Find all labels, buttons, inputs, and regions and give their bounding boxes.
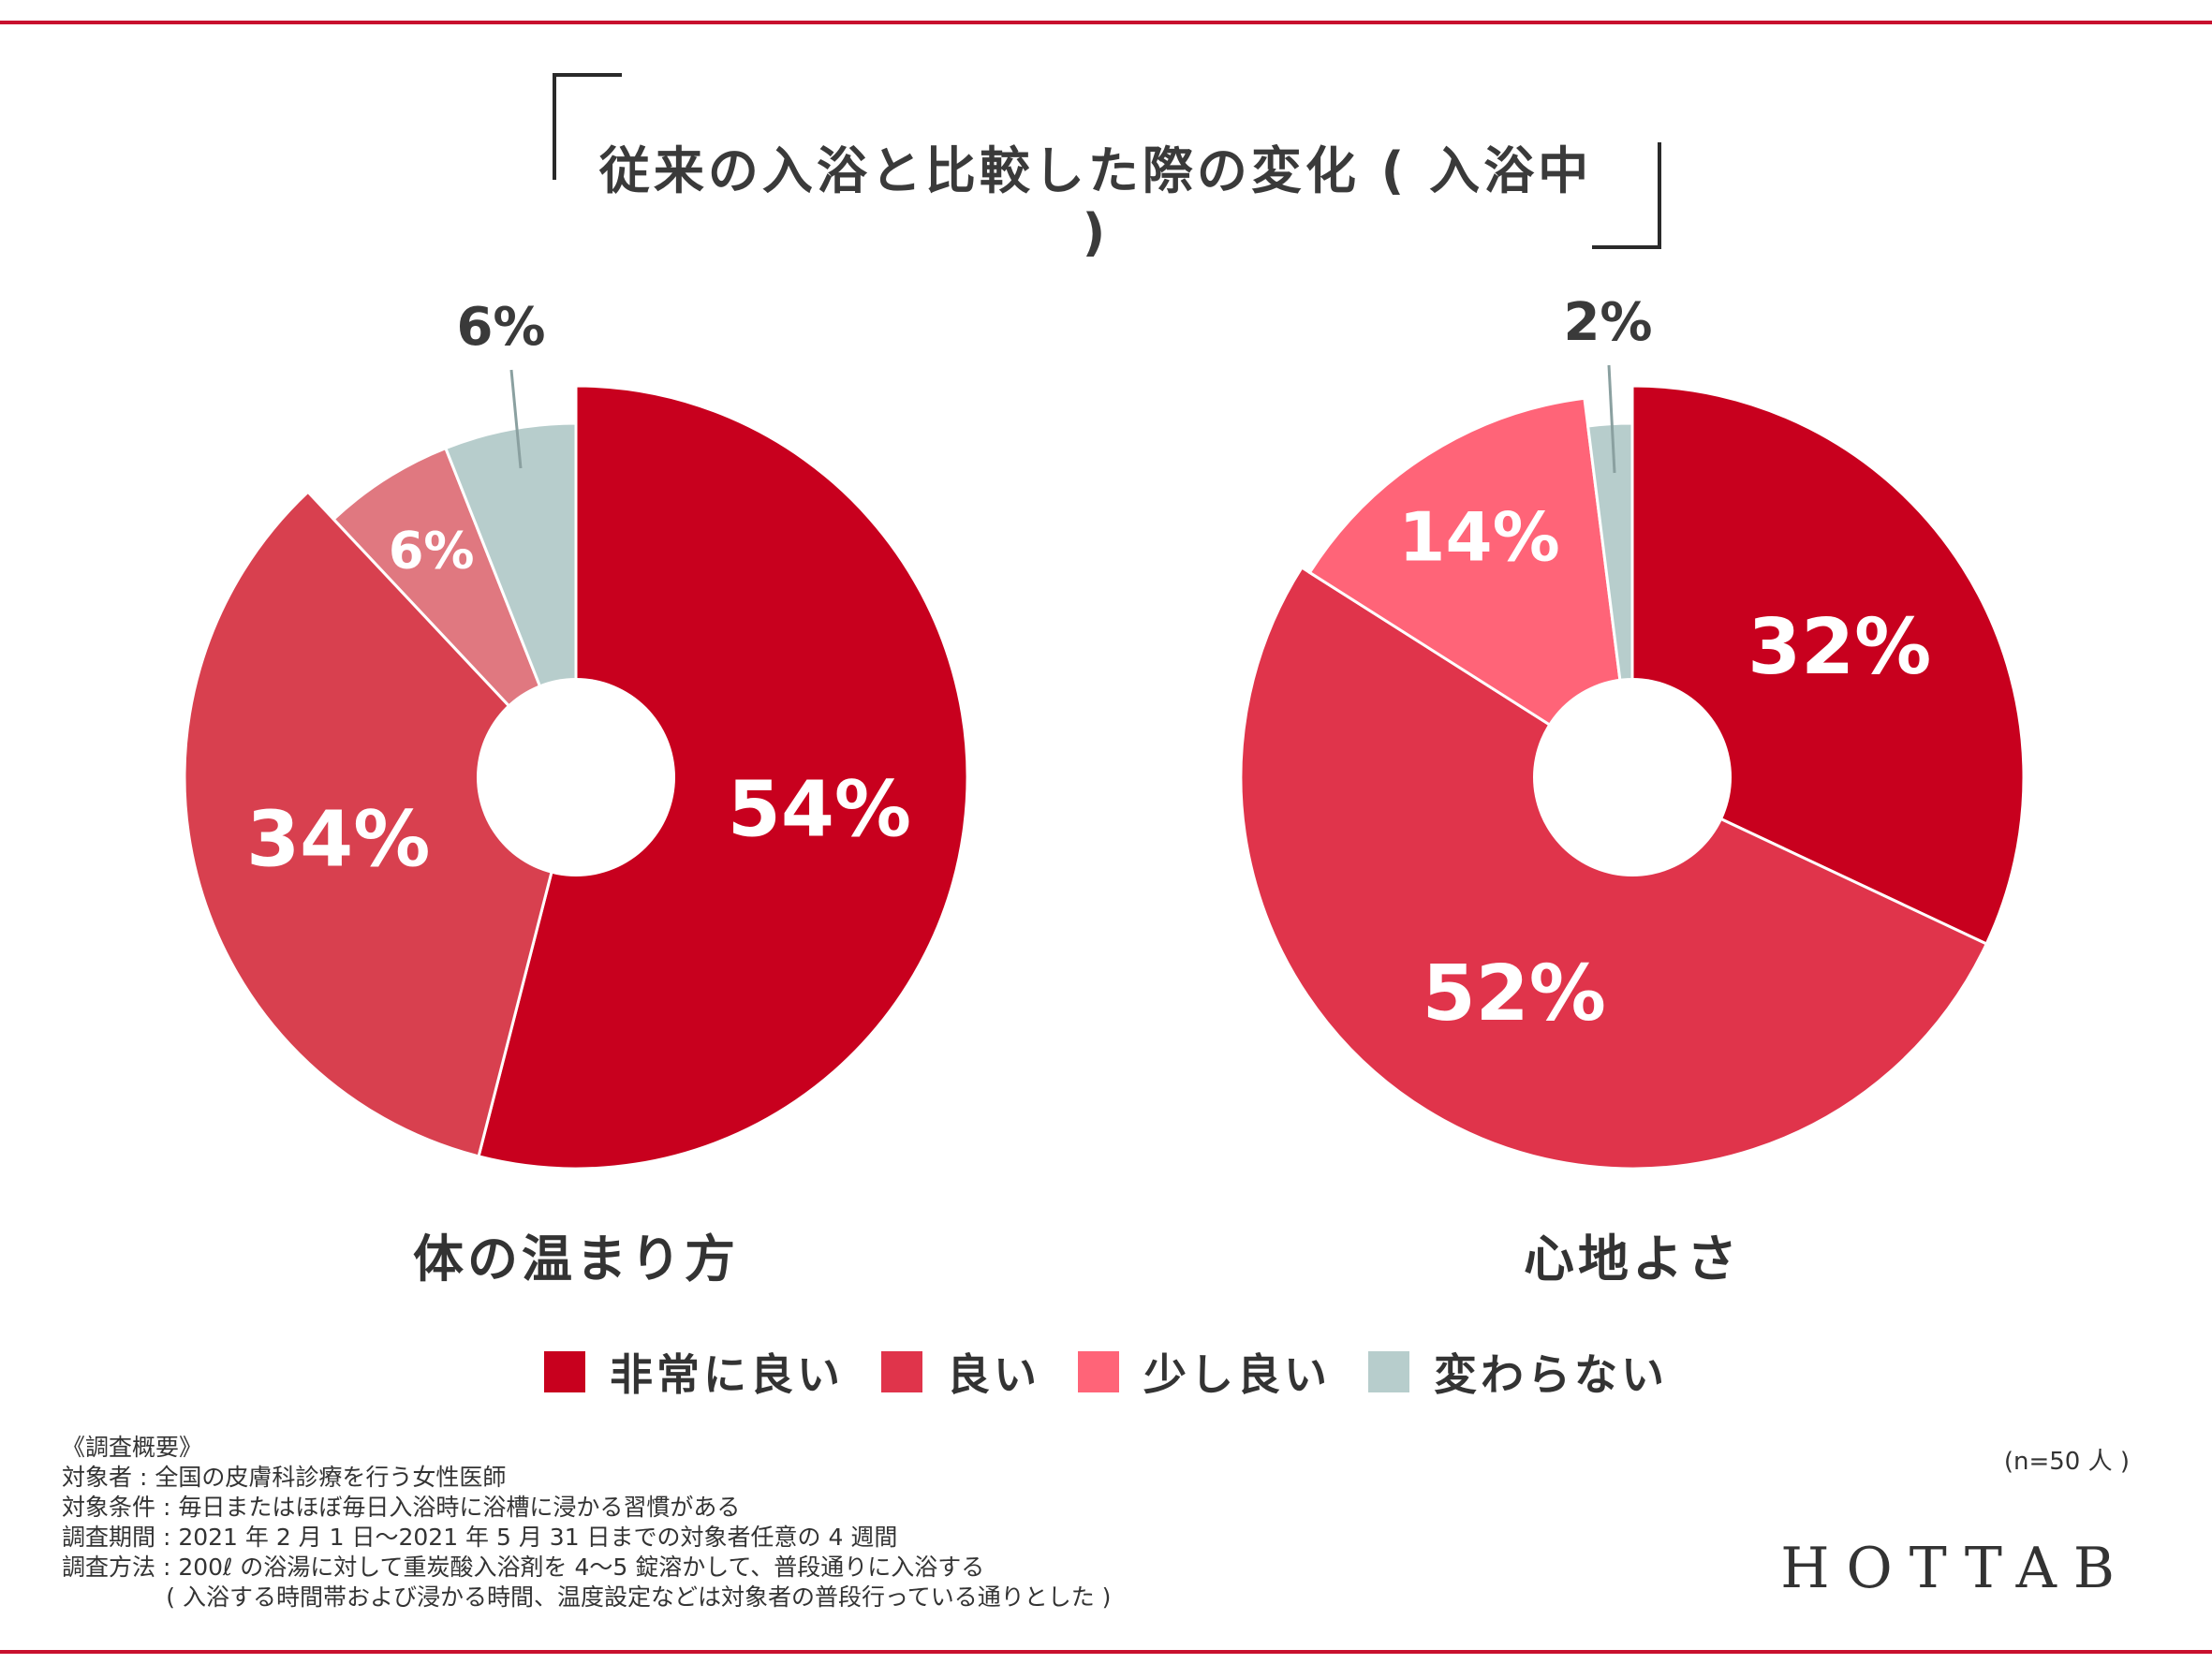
chart-2-hole <box>1533 678 1732 876</box>
legend-item: 少し良い <box>1078 1341 1331 1403</box>
chart-1-hole <box>477 678 675 876</box>
chart-1-label-1: 54% <box>728 765 911 854</box>
survey-notes: 《調査概要》 対象者 : 全国の皮膚科診療を行う女性医師 対象条件 : 毎日また… <box>62 1433 1111 1613</box>
legend: 非常に良い 良い 少し良い 変わらない <box>0 1341 2212 1403</box>
chart-1-slice-2 <box>183 490 578 1158</box>
legend-swatch-very-good <box>544 1351 585 1392</box>
bottom-rule <box>0 1650 2212 1654</box>
chart-1-label-2: 34% <box>246 796 430 885</box>
chart-title: 従来の入浴と比較した際の変化 ( 入浴中 ) <box>598 141 1593 262</box>
chart-2-slice-1 <box>1630 384 2026 946</box>
legend-label: 非常に良い <box>610 1349 844 1400</box>
chart-1-slice-1 <box>477 384 969 1171</box>
chart-1-label-3: 6% <box>389 521 475 580</box>
chart-2-label-3: 14% <box>1398 497 1559 576</box>
donut-charts: 54% 34% 6% 6% 32% 52% 14% 2% <box>183 292 2026 1171</box>
survey-line: ( 入浴する時間帯および浸かる時間、温度設定などは対象者の普段行っている通りとし… <box>62 1583 1112 1611</box>
legend-label: 少し良い <box>1143 1349 1331 1400</box>
chart-2-label-2: 52% <box>1423 950 1606 1038</box>
title-bracket-open <box>553 73 622 180</box>
chart-2-label-4: 2% <box>1563 292 1652 353</box>
chart-2-slice-3 <box>1307 396 1634 780</box>
brand-logo: HOTTAB <box>1780 1536 2131 1601</box>
survey-heading: 《調査概要》 <box>62 1434 203 1461</box>
survey-line: 対象条件 : 毎日またはほぼ毎日入浴時に浴槽に浸かる習慣がある <box>62 1494 741 1521</box>
legend-swatch-unchanged <box>1368 1351 1409 1392</box>
sample-size: (n=50 人 ) <box>2003 1448 2130 1476</box>
survey-line: 調査方法 : 200ℓ の浴湯に対して重炭酸入浴剤を 4〜5 錠溶かして、普段通… <box>62 1554 985 1581</box>
legend-item: 変わらない <box>1368 1341 1668 1403</box>
survey-line: 調査期間 : 2021 年 2 月 1 日〜2021 年 5 月 31 日までの… <box>62 1524 898 1551</box>
chart-1-leader-line <box>509 369 523 469</box>
legend-swatch-slightly-good <box>1078 1351 1119 1392</box>
survey-line: 対象者 : 全国の皮膚科診療を行う女性医師 <box>62 1464 507 1491</box>
chart-2-title: 心地よさ <box>1524 1230 1741 1289</box>
title-bracket-close <box>1592 142 1661 249</box>
chart-1-title: 体の温まり方 <box>413 1230 739 1289</box>
legend-item: 良い <box>881 1341 1040 1403</box>
chart-1-slice-3 <box>332 446 578 779</box>
top-rule <box>0 21 2212 24</box>
legend-label: 良い <box>947 1349 1040 1400</box>
chart-1-label-4: 6% <box>456 297 545 358</box>
chart-2-leader-line <box>1607 364 1616 474</box>
legend-label: 変わらない <box>1434 1349 1668 1400</box>
legend-swatch-good <box>881 1351 922 1392</box>
chart-2-label-1: 32% <box>1747 603 1931 692</box>
legend-item: 非常に良い <box>544 1341 844 1403</box>
